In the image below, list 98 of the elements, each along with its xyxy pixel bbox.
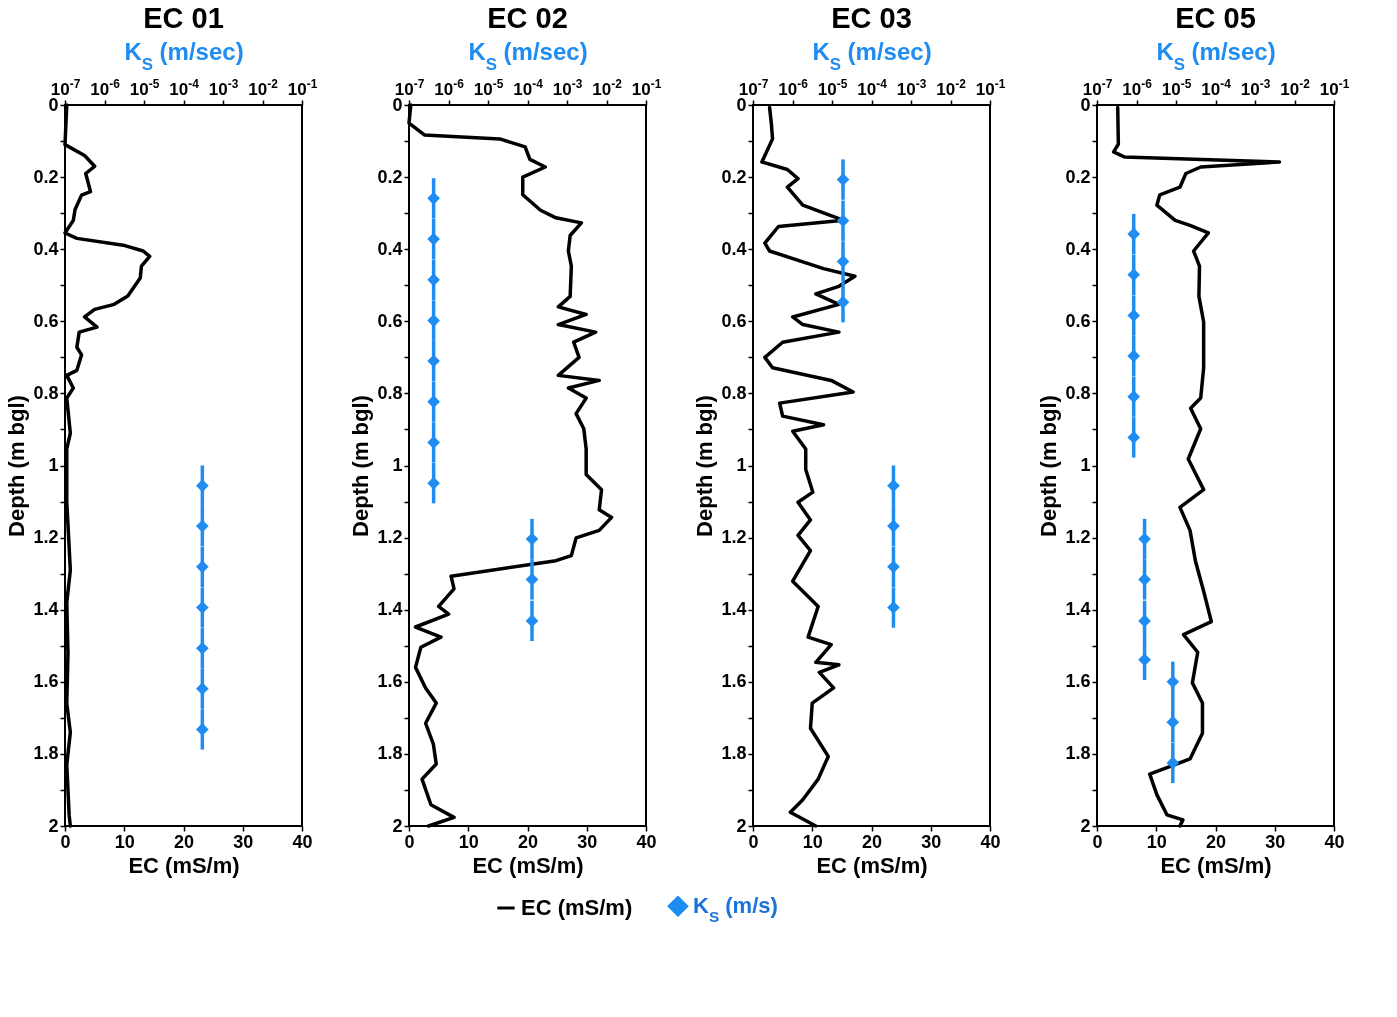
y-tick-label: 0.8: [721, 382, 747, 403]
x-axis-title: EC (mS/m): [472, 852, 584, 878]
x-tick-label: 10: [114, 831, 135, 852]
y-tick-label: 1.6: [377, 671, 403, 692]
y-tick-label: 0.6: [721, 310, 747, 331]
chart-title: EC 05: [1175, 2, 1256, 34]
y-tick-label: 0.2: [721, 166, 747, 187]
x2-tick-label: 10$^{-3}$: [552, 76, 583, 99]
x2-tick-label: 10$^{-3}$: [208, 76, 239, 99]
y-tick-label: 1.6: [33, 671, 59, 692]
y-tick-label: 2: [392, 815, 403, 836]
x2-tick-label: 10$^{-1}$: [1319, 76, 1350, 99]
y-tick-label: 2: [48, 815, 59, 836]
x2-tick-label: 10$^{-4}$: [513, 76, 544, 99]
x2-tick-label: 10$^{-4}$: [857, 76, 888, 99]
y-tick-label: 1: [392, 455, 403, 475]
y-tick-label: 0.8: [377, 382, 403, 403]
y-tick-label: 2: [736, 815, 747, 836]
y-axis-title: Depth (m bgl): [4, 395, 30, 537]
y-tick-label: 0.8: [33, 382, 59, 403]
y-tick-label: 1.2: [721, 527, 747, 548]
y-tick-label: 1.4: [33, 599, 59, 620]
y-tick-label: 1.4: [721, 599, 747, 620]
x-axis-title: EC (mS/m): [1160, 852, 1272, 878]
x2-axis-title: K$_{S}$ (m/sec): [1156, 37, 1276, 73]
y-tick-label: 0.2: [377, 166, 403, 187]
y-tick-label: 0.2: [33, 166, 59, 187]
x2-tick-label: 10$^{-6}$: [1122, 76, 1153, 99]
x-tick-label: 30: [577, 831, 598, 852]
x-tick-label: 20: [173, 831, 195, 852]
y-tick-label: 0.4: [721, 238, 747, 259]
x-tick-label: 20: [861, 831, 883, 852]
x-tick-label: 40: [1324, 831, 1345, 852]
x2-tick-label: 10$^{-6}$: [90, 76, 121, 99]
x-tick-label: 40: [292, 831, 313, 852]
y-tick-label: 0.6: [33, 310, 59, 331]
legend-label: EC (mS/m): [521, 895, 633, 920]
x2-tick-label: 10$^{-5}$: [817, 76, 848, 99]
x-axis-title: EC (mS/m): [816, 852, 928, 878]
y-tick-label: 1.2: [33, 527, 59, 548]
y-tick-label: 1.8: [33, 743, 59, 764]
x-tick-label: 10: [458, 831, 479, 852]
x2-tick-label: 10$^{-3}$: [1240, 76, 1271, 99]
x2-tick-label: 10$^{-2}$: [936, 76, 967, 99]
x-tick-label: 10: [802, 831, 823, 852]
x2-tick-label: 10$^{-6}$: [778, 76, 809, 99]
y-tick-label: 1.4: [377, 599, 403, 620]
y-tick-label: 0.8: [1065, 382, 1091, 403]
y-tick-label: 1: [48, 455, 59, 475]
y-tick-label: 0.4: [377, 238, 403, 259]
x-tick-label: 40: [980, 831, 1001, 852]
x2-tick-label: 10$^{-5}$: [473, 76, 504, 99]
y-axis-title: Depth (m bgl): [1036, 395, 1062, 537]
y-tick-label: 0.6: [1065, 310, 1091, 331]
y-tick-label: 1.4: [1065, 599, 1091, 620]
x2-tick-label: 10$^{-5}$: [1161, 76, 1192, 99]
x-tick-label: 40: [636, 831, 657, 852]
x2-tick-label: 10$^{-4}$: [169, 76, 200, 99]
y-tick-label: 1.2: [377, 527, 403, 548]
x2-tick-label: 10$^{-4}$: [1201, 76, 1232, 99]
y-tick-label: 1.6: [721, 671, 747, 692]
y-tick-label: 1.2: [1065, 527, 1091, 548]
x2-tick-label: 10$^{-2}$: [1280, 76, 1311, 99]
x2-tick-label: 10$^{-1}$: [975, 76, 1006, 99]
x-tick-label: 20: [517, 831, 539, 852]
x-tick-label: 10: [1146, 831, 1167, 852]
x-tick-label: 20: [1205, 831, 1227, 852]
y-tick-label: 1.8: [721, 743, 747, 764]
x-tick-label: 30: [233, 831, 254, 852]
x2-tick-label: 10$^{-5}$: [129, 76, 160, 99]
y-tick-label: 1.8: [377, 743, 403, 764]
y-tick-label: 0.4: [33, 238, 59, 259]
y-tick-label: 1: [1080, 455, 1091, 475]
x2-tick-label: 10$^{-1}$: [287, 76, 318, 99]
x2-axis-title: K$_{S}$ (m/sec): [812, 37, 932, 73]
x2-axis-title: K$_{S}$ (m/sec): [124, 37, 244, 73]
x-tick-label: 30: [1265, 831, 1286, 852]
x2-tick-label: 10$^{-6}$: [434, 76, 465, 99]
chart-title: EC 03: [831, 2, 912, 34]
y-axis-title: Depth (m bgl): [348, 395, 374, 537]
x2-tick-label: 10$^{-3}$: [896, 76, 927, 99]
y-tick-label: 0.6: [377, 310, 403, 331]
y-tick-label: 1.6: [1065, 671, 1091, 692]
legend-label: K$_{S}$ (m/s): [693, 893, 778, 925]
y-tick-label: 2: [1080, 815, 1091, 836]
y-tick-label: 0.4: [1065, 238, 1091, 259]
x-tick-label: 30: [921, 831, 942, 852]
chart-title: EC 01: [143, 2, 224, 34]
x2-tick-label: 10$^{-1}$: [631, 76, 662, 99]
x2-tick-label: 10$^{-2}$: [592, 76, 623, 99]
y-tick-label: 1.8: [1065, 743, 1091, 764]
y-tick-label: 0.2: [1065, 166, 1091, 187]
x2-axis-title: K$_{S}$ (m/sec): [468, 37, 588, 73]
y-tick-label: 1: [736, 455, 747, 475]
chart-title: EC 02: [487, 2, 568, 34]
x2-tick-label: 10$^{-2}$: [248, 76, 279, 99]
y-axis-title: Depth (m bgl): [692, 395, 718, 537]
x-axis-title: EC (mS/m): [128, 852, 240, 878]
